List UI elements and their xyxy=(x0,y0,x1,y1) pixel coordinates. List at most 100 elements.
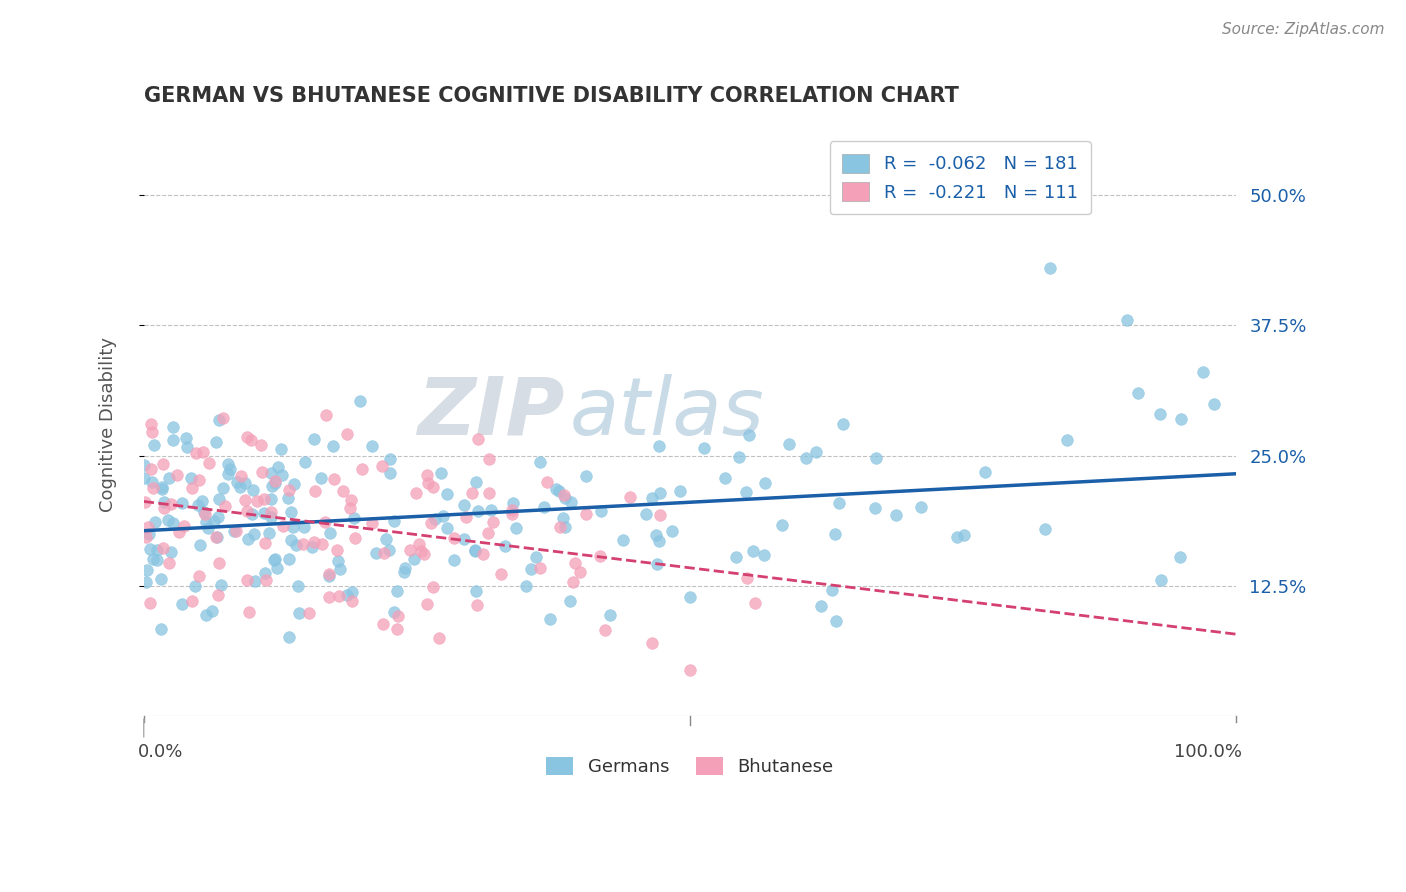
Point xyxy=(205,435,228,450)
Point xyxy=(339,501,361,516)
Point xyxy=(277,491,299,505)
Point xyxy=(253,566,276,581)
Point xyxy=(467,432,489,446)
Point xyxy=(257,526,280,541)
Point xyxy=(329,562,352,576)
Point xyxy=(284,539,307,553)
Point xyxy=(427,632,450,646)
Point xyxy=(405,485,427,500)
Point xyxy=(342,593,364,607)
Point xyxy=(422,580,444,594)
Point xyxy=(323,472,346,486)
Point xyxy=(152,500,174,515)
Point xyxy=(375,532,398,546)
Point xyxy=(821,582,844,597)
Point xyxy=(744,596,766,610)
Point xyxy=(524,550,547,565)
Point xyxy=(287,578,309,592)
Point xyxy=(464,544,486,558)
Point xyxy=(952,528,974,542)
Text: 100.0%: 100.0% xyxy=(1174,743,1241,762)
Point xyxy=(453,498,475,512)
Point xyxy=(174,431,197,445)
Point xyxy=(226,475,249,490)
Point xyxy=(135,530,157,544)
Point xyxy=(281,519,304,533)
Point xyxy=(501,503,523,517)
Point xyxy=(233,493,256,508)
Point xyxy=(304,483,326,498)
Point xyxy=(208,491,231,506)
Point xyxy=(742,543,765,558)
Point xyxy=(311,537,333,551)
Point xyxy=(502,496,524,510)
Point xyxy=(419,516,441,530)
Point xyxy=(146,553,169,567)
Point xyxy=(240,507,263,521)
Point xyxy=(515,579,537,593)
Point xyxy=(378,452,401,467)
Point xyxy=(184,445,207,459)
Point xyxy=(825,614,848,628)
Point xyxy=(554,520,576,534)
Point xyxy=(159,544,181,558)
Point xyxy=(536,475,558,490)
Point xyxy=(373,546,395,560)
Point xyxy=(735,571,758,585)
Point xyxy=(187,498,209,512)
Point xyxy=(250,438,273,452)
Point xyxy=(349,394,371,409)
Text: GERMAN VS BHUTANESE COGNITIVE DISABILITY CORRELATION CHART: GERMAN VS BHUTANESE COGNITIVE DISABILITY… xyxy=(143,86,959,105)
Point xyxy=(415,598,437,612)
Point xyxy=(538,612,561,626)
Point xyxy=(752,548,775,562)
Point xyxy=(260,506,283,520)
Point xyxy=(478,486,501,500)
Point xyxy=(501,507,523,521)
Point xyxy=(336,426,359,441)
Point xyxy=(280,533,302,547)
Point xyxy=(548,484,571,499)
Point xyxy=(641,491,664,505)
Point xyxy=(157,556,180,570)
Point xyxy=(252,506,274,520)
Point xyxy=(553,488,575,502)
Point xyxy=(884,508,907,522)
Point xyxy=(394,560,416,574)
Point xyxy=(413,547,436,561)
Point xyxy=(648,508,671,523)
Point xyxy=(167,525,190,540)
Point xyxy=(142,481,165,495)
Point xyxy=(645,557,668,571)
Point xyxy=(465,475,488,490)
Point xyxy=(1170,412,1192,426)
Point xyxy=(595,623,617,637)
Point xyxy=(150,622,173,636)
Point xyxy=(191,494,214,508)
Point xyxy=(945,530,967,544)
Point xyxy=(636,507,658,521)
Point xyxy=(170,496,193,510)
Point xyxy=(554,491,576,505)
Point xyxy=(278,551,301,566)
Point xyxy=(195,608,218,623)
Point xyxy=(529,560,551,574)
Point xyxy=(489,567,512,582)
Point xyxy=(180,593,202,607)
Point xyxy=(211,411,233,425)
Point xyxy=(302,535,325,549)
Point xyxy=(318,569,340,583)
Point xyxy=(245,574,267,588)
Point xyxy=(229,469,252,483)
Point xyxy=(340,492,363,507)
Point xyxy=(150,572,173,586)
Point xyxy=(142,438,165,452)
Point xyxy=(302,432,325,446)
Point xyxy=(162,516,184,530)
Point xyxy=(575,507,598,521)
Point xyxy=(467,504,489,518)
Point xyxy=(240,433,263,447)
Point xyxy=(392,565,415,579)
Point xyxy=(505,521,527,535)
Point xyxy=(464,543,486,558)
